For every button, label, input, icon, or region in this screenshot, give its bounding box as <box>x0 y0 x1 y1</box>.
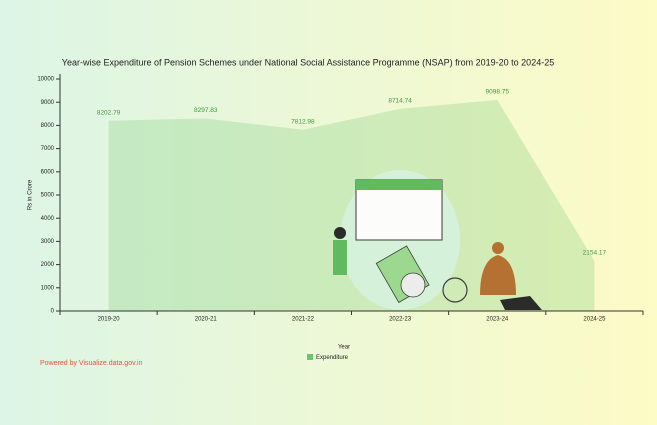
x-tick-label: 2023-24 <box>486 317 509 323</box>
y-tick-label: 0 <box>51 309 55 315</box>
y-tick-label: 2000 <box>41 262 55 268</box>
value-label: 8297.83 <box>194 107 218 114</box>
x-tick-label: 2019-20 <box>98 317 121 323</box>
y-tick-label: 7000 <box>41 146 55 152</box>
y-axis-label: Rs in Crore <box>28 179 34 210</box>
y-tick-label: 8000 <box>41 123 55 129</box>
x-tick-label: 2020-21 <box>195 317 218 323</box>
chart-title: Year-wise Expenditure of Pension Schemes… <box>62 57 554 67</box>
y-tick-label: 10000 <box>37 77 54 83</box>
value-label: 7812.98 <box>291 118 315 125</box>
y-tick-label: 1000 <box>41 285 55 291</box>
value-label: 8202.79 <box>97 109 121 116</box>
value-label: 9098.75 <box>486 89 510 96</box>
legend-label: Expenditure <box>316 355 349 361</box>
x-tick-label: 2022-23 <box>389 317 412 323</box>
value-label: 2154.17 <box>583 250 607 257</box>
x-tick-label: 2024-25 <box>583 317 606 323</box>
y-tick-label: 3000 <box>41 239 55 245</box>
y-tick-label: 5000 <box>41 193 55 199</box>
x-tick-label: 2021-22 <box>292 317 315 323</box>
value-label: 8714.74 <box>388 98 412 105</box>
footer: Powered by Visualize.data.gov.in <box>40 360 143 367</box>
legend-swatch <box>307 354 313 360</box>
y-tick-label: 9000 <box>41 100 55 106</box>
illustration <box>333 170 542 310</box>
x-axis-label: Year <box>338 345 350 351</box>
y-tick-label: 4000 <box>41 216 55 222</box>
y-tick-label: 6000 <box>41 169 55 175</box>
